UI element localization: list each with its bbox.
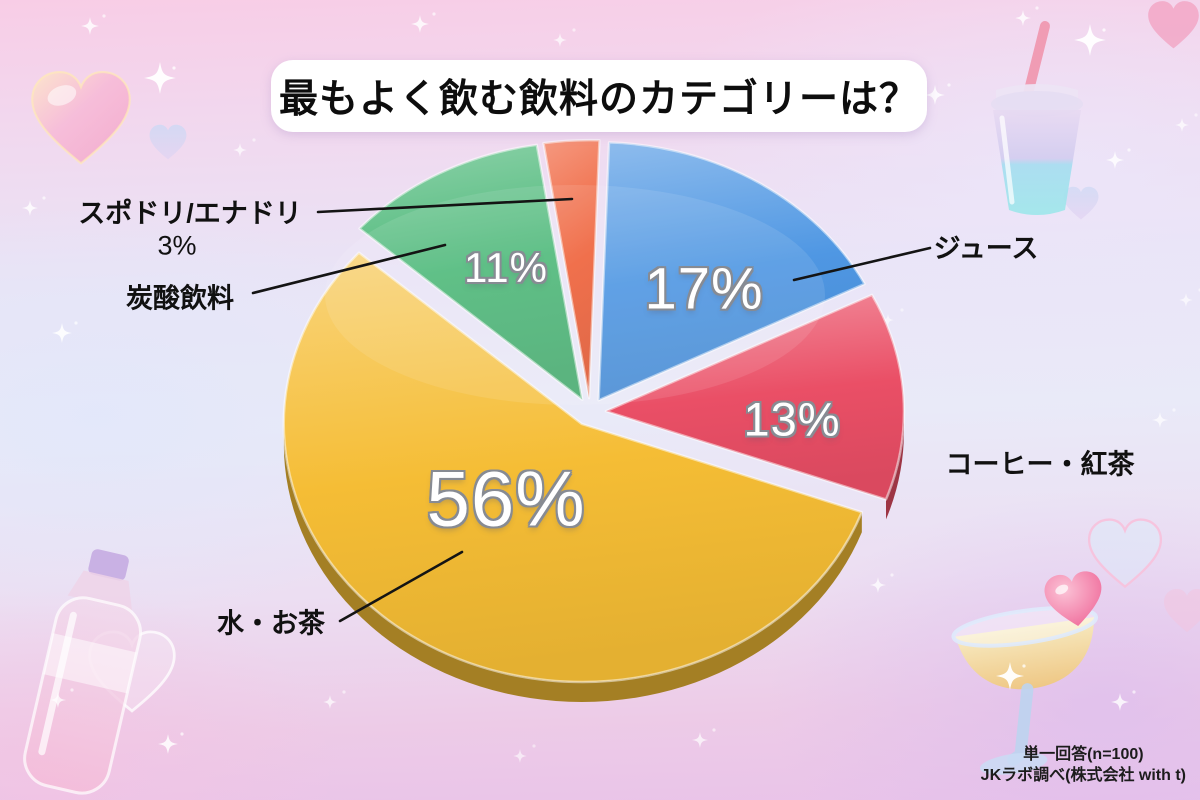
pie-slice-2 — [282, 251, 864, 684]
heart-icon — [1063, 186, 1099, 220]
pct-label-juice: 17% — [644, 256, 764, 322]
leader-line-spodori — [316, 197, 574, 214]
survey-note: 単一回答(n=100) JKラボ調べ(株式会社 with t) — [981, 744, 1186, 786]
heart-icon — [1164, 589, 1200, 632]
chart-title-pill: 最もよく飲む飲料のカテゴリーは？ — [271, 60, 927, 132]
pie-slice-1 — [604, 293, 906, 501]
bottle-icon — [23, 549, 142, 795]
chart-title: 最もよく飲む飲料のカテゴリーは？ — [278, 78, 919, 121]
leader-line-tansan — [251, 243, 447, 295]
drink-cup-icon — [991, 20, 1083, 215]
leader-line-mizu — [338, 550, 464, 623]
pct-label-coffee: 13% — [743, 392, 841, 446]
heart-icon — [31, 71, 131, 165]
pie-slice-3 — [358, 143, 584, 402]
leader-line-juice — [792, 246, 932, 282]
cat-label-juice: ジュース — [933, 233, 1039, 264]
heart-icon — [1148, 1, 1199, 49]
pie-slice-4 — [542, 138, 601, 400]
pct-label-tansan: 11% — [464, 244, 548, 291]
cat-label-coffee: コーヒー・紅茶 — [945, 449, 1135, 480]
survey-note-line1: 単一回答(n=100) — [1023, 746, 1144, 763]
cat-label-spodori: スポドリ/エナドリ — [78, 198, 302, 229]
survey-note-line2: JKラボ調べ(株式会社 with t) — [980, 767, 1186, 784]
cat-label-mizu: 水・お茶 — [217, 608, 325, 639]
pct-label-mizu: 56% — [426, 454, 586, 543]
cocktail-glass-icon — [951, 571, 1102, 775]
heart-icon — [1087, 518, 1163, 589]
pct-label-spodori: 3% — [157, 230, 197, 261]
sparkle-icon — [22, 6, 1200, 763]
heart-icon — [149, 124, 187, 160]
cat-label-tansan: 炭酸飲料 — [126, 283, 234, 314]
pie-slice-0 — [597, 141, 866, 402]
